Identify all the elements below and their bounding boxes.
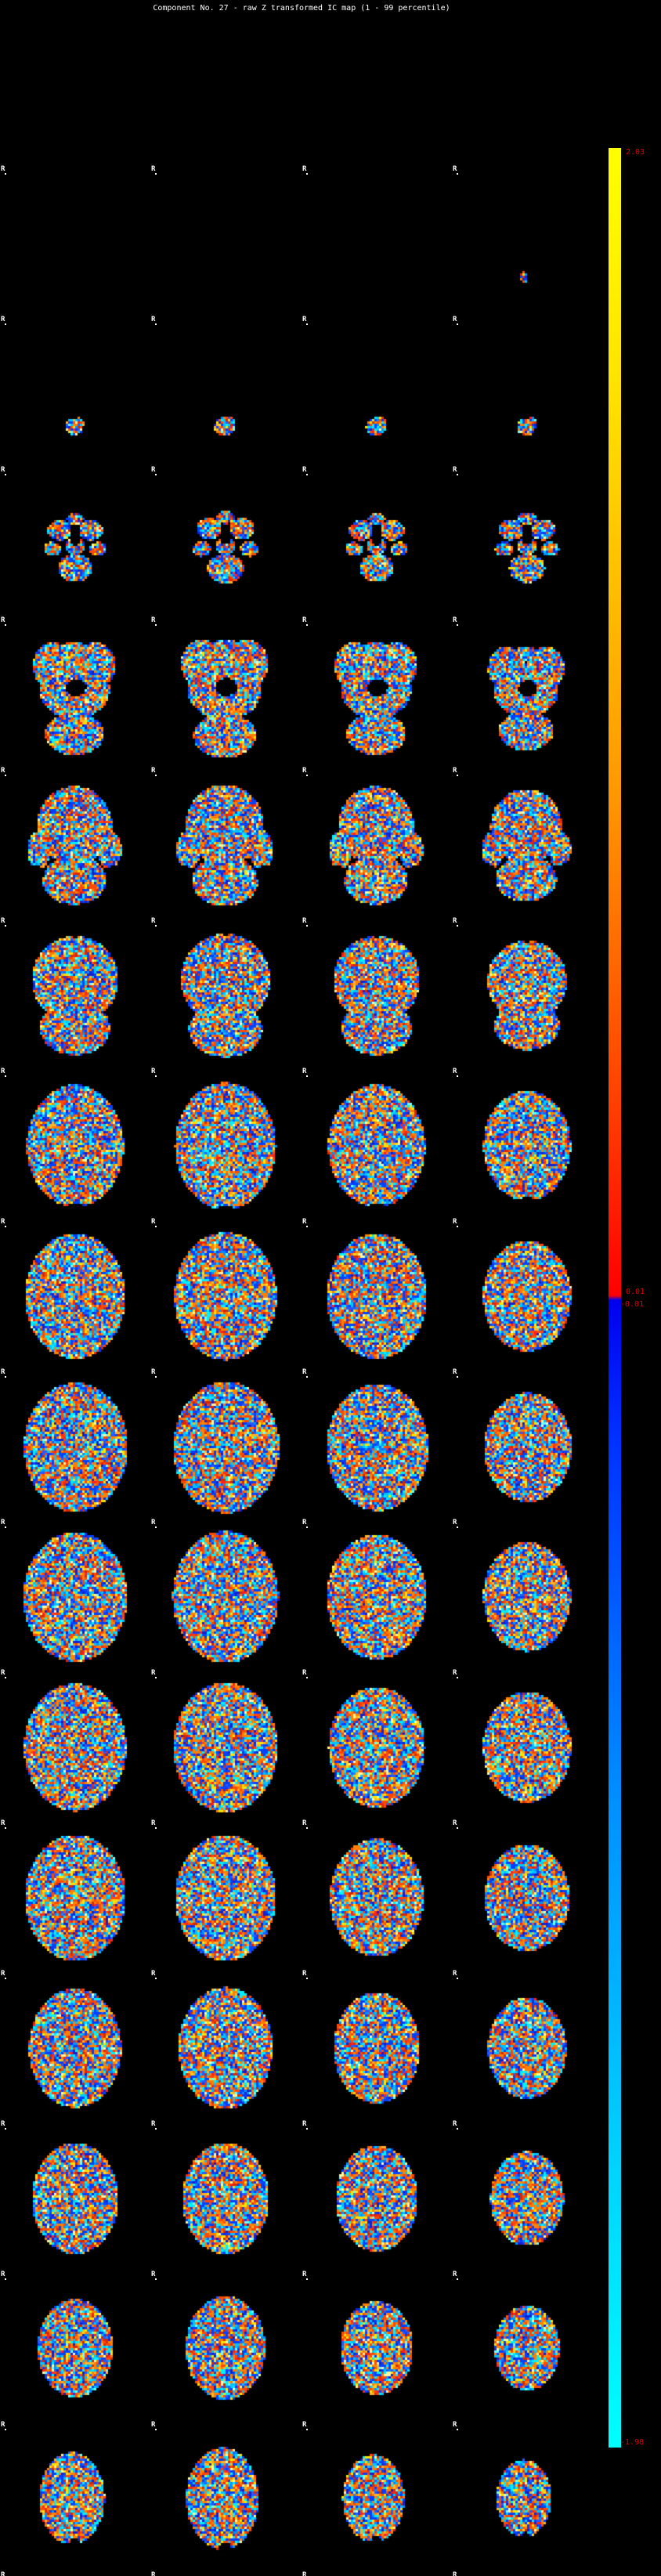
orientation-marker-R: R — [453, 165, 460, 175]
orientation-marker-R: R — [453, 767, 460, 776]
colorbar-pos-threshold-label: 0.01 — [626, 1288, 645, 1296]
orientation-marker-R: R — [151, 466, 158, 475]
orientation-marker-R: R — [453, 2421, 460, 2430]
orientation-marker-R: R — [1, 616, 8, 626]
orientation-marker-R: R — [453, 2572, 457, 2576]
orientation-marker-R: R — [453, 1970, 460, 1979]
orientation-marker-R: R — [302, 1068, 309, 1077]
orientation-marker-R: R — [151, 1819, 158, 1829]
colorbar-max-label: 2.03 — [626, 148, 645, 157]
orientation-marker-R: R — [302, 2421, 309, 2430]
orientation-marker-R: R — [453, 616, 460, 626]
colorbar-neg-threshold-label: -0.01 — [620, 1300, 645, 1309]
orientation-marker-R: R — [1, 917, 8, 927]
orientation-marker-R: R — [453, 1519, 460, 1528]
orientation-marker-R: R — [1, 2120, 8, 2130]
orientation-marker-R: R — [453, 1669, 460, 1678]
orientation-marker-R: R — [302, 917, 309, 927]
orientation-marker-R: R — [151, 2120, 158, 2130]
orientation-marker-R: R — [1, 1669, 8, 1678]
orientation-marker-R: R — [453, 316, 460, 325]
orientation-marker-R: R — [453, 1218, 460, 1227]
orientation-marker-R: R — [151, 1368, 158, 1378]
orientation-marker-R: R — [1, 1519, 8, 1528]
orientation-marker-R: R — [453, 1068, 460, 1077]
orientation-marker-R: R — [1, 165, 8, 175]
colorbar-min-label: -1.98 — [620, 2438, 645, 2447]
orientation-marker-R: R — [453, 2120, 460, 2130]
orientation-marker-R: R — [151, 1970, 158, 1979]
orientation-marker-R: R — [302, 466, 309, 475]
orientation-marker-R: R — [1, 1068, 8, 1077]
orientation-marker-R: R — [302, 616, 309, 626]
orientation-marker-R: R — [302, 2120, 309, 2130]
orientation-marker-R: R — [151, 917, 158, 927]
orientation-marker-R: R — [1, 316, 8, 325]
orientation-marker-R: R — [151, 1218, 158, 1227]
orientation-marker-R: R — [1, 1819, 8, 1829]
orientation-marker-R: R — [453, 917, 460, 927]
orientation-marker-R: R — [151, 2271, 158, 2280]
orientation-marker-R: R — [302, 1669, 309, 1678]
orientation-marker-R: R — [302, 2271, 309, 2280]
orientation-marker-R: R — [1, 1368, 8, 1378]
orientation-marker-R: R — [302, 767, 309, 776]
orientation-marker-R: R — [453, 1368, 460, 1378]
orientation-marker-R: R — [302, 316, 309, 325]
orientation-marker-R: R — [302, 1519, 309, 1528]
orientation-marker-R: R — [302, 1970, 309, 1979]
orientation-marker-R: R — [1, 1218, 8, 1227]
orientation-marker-R: R — [151, 1519, 158, 1528]
orientation-marker-R: R — [302, 2572, 306, 2576]
orientation-marker-R: R — [151, 2572, 155, 2576]
orientation-marker-R: R — [302, 1819, 309, 1829]
colorbar — [609, 148, 621, 2448]
orientation-marker-R: R — [1, 466, 8, 475]
orientation-marker-R: R — [1, 767, 8, 776]
orientation-marker-R: R — [151, 2421, 158, 2430]
orientation-marker-R: R — [151, 1669, 158, 1678]
orientation-marker-R: R — [1, 2572, 5, 2576]
orientation-marker-R: R — [453, 2271, 460, 2280]
orientation-marker-R: R — [1, 2271, 8, 2280]
orientation-marker-R: R — [302, 1218, 309, 1227]
orientation-marker-R: R — [151, 767, 158, 776]
orientation-marker-R: R — [1, 1970, 8, 1979]
orientation-marker-R: R — [453, 1819, 460, 1829]
orientation-marker-R: R — [151, 165, 158, 175]
orientation-marker-R: R — [151, 616, 158, 626]
orientation-marker-R: R — [302, 165, 309, 175]
orientation-marker-R: R — [1, 2421, 8, 2430]
orientation-marker-R: R — [151, 316, 158, 325]
orientation-marker-R: R — [302, 1368, 309, 1378]
orientation-marker-R: R — [453, 466, 460, 475]
orientation-marker-R: R — [151, 1068, 158, 1077]
